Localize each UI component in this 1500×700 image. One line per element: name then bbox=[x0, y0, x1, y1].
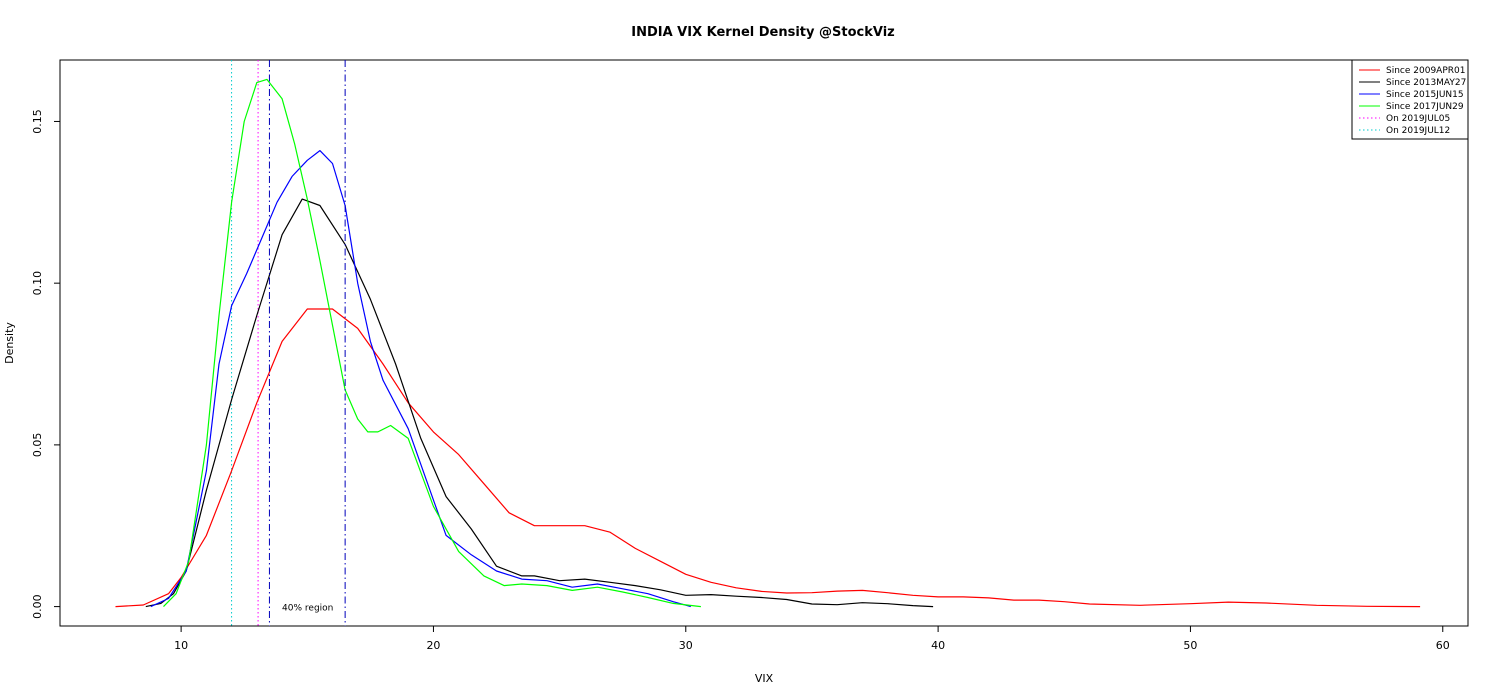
x-axis: 10 20 30 40 50 60 bbox=[174, 625, 1450, 652]
region-annotation: 40% region bbox=[282, 604, 333, 614]
y-tick-label: 0.10 bbox=[31, 271, 44, 296]
x-tick-label: 30 bbox=[679, 639, 693, 652]
plot-layer: 40% region bbox=[115, 60, 1421, 626]
x-tick-label: 20 bbox=[426, 639, 440, 652]
legend-label: Since 2013MAY27 bbox=[1386, 78, 1466, 88]
legend: Since 2009APR01 Since 2013MAY27 Since 2015… bbox=[1351, 59, 1469, 140]
y-axis: 0.00 0.05 0.10 0.15 bbox=[31, 109, 61, 619]
y-tick-label: 0.00 bbox=[31, 594, 44, 619]
legend-label: On 2019JUL05 bbox=[1386, 114, 1450, 124]
series-since-2009apr01 bbox=[115, 308, 1421, 608]
legend-label: On 2019JUL12 bbox=[1386, 126, 1450, 136]
y-tick-label: 0.05 bbox=[31, 433, 44, 458]
legend-box bbox=[1351, 59, 1469, 140]
series-since-2015jun15 bbox=[150, 150, 691, 608]
x-tick-label: 10 bbox=[174, 639, 188, 652]
series-since-2017jun29 bbox=[163, 78, 701, 608]
x-tick-label: 60 bbox=[1436, 639, 1450, 652]
x-tick-label: 40 bbox=[931, 639, 945, 652]
legend-label: Since 2015JUN15 bbox=[1386, 90, 1464, 100]
legend-label: Since 2009APR01 bbox=[1386, 66, 1465, 76]
chart-title: INDIA VIX Kernel Density @StockViz bbox=[631, 25, 895, 40]
series-since-2013may27 bbox=[145, 198, 934, 608]
y-axis-label: Density bbox=[3, 322, 16, 364]
plot-area-border bbox=[59, 59, 1469, 627]
x-tick-label: 50 bbox=[1183, 639, 1197, 652]
x-axis-label: VIX bbox=[755, 672, 774, 685]
legend-label: Since 2017JUN29 bbox=[1386, 102, 1464, 112]
y-tick-label: 0.15 bbox=[31, 109, 44, 134]
